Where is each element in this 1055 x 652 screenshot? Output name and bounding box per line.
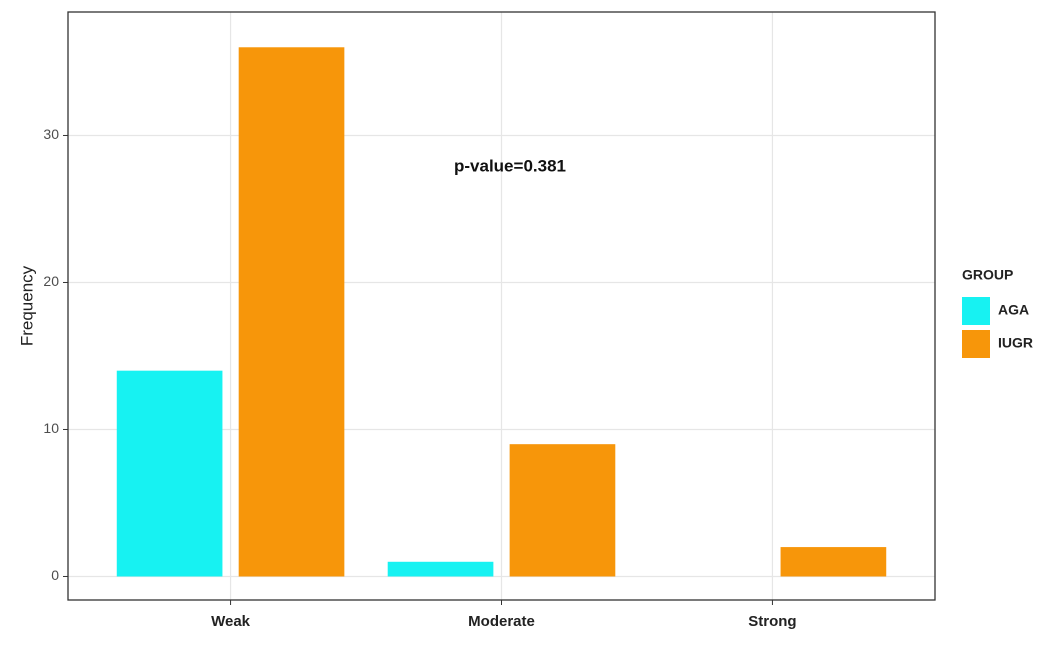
legend-key [962, 297, 990, 325]
bar [238, 47, 345, 577]
x-tick-label: Weak [211, 613, 251, 630]
y-tick-label: 30 [43, 126, 59, 142]
legend-label: IUGR [998, 335, 1033, 351]
bar [387, 561, 494, 577]
legend-key [962, 330, 990, 358]
bar [780, 547, 887, 577]
bar [116, 370, 223, 577]
bar [509, 444, 616, 577]
x-tick-label: Moderate [468, 613, 535, 630]
y-axis-label: Frequency [17, 265, 36, 346]
y-tick-label: 0 [51, 567, 59, 583]
x-tick-label: Strong [748, 613, 796, 630]
y-tick-label: 10 [43, 420, 59, 436]
legend-title: GROUP [962, 267, 1013, 283]
annotation: p-value=0.381 [454, 156, 566, 175]
y-tick-label: 20 [43, 273, 59, 289]
legend-label: AGA [998, 302, 1029, 318]
